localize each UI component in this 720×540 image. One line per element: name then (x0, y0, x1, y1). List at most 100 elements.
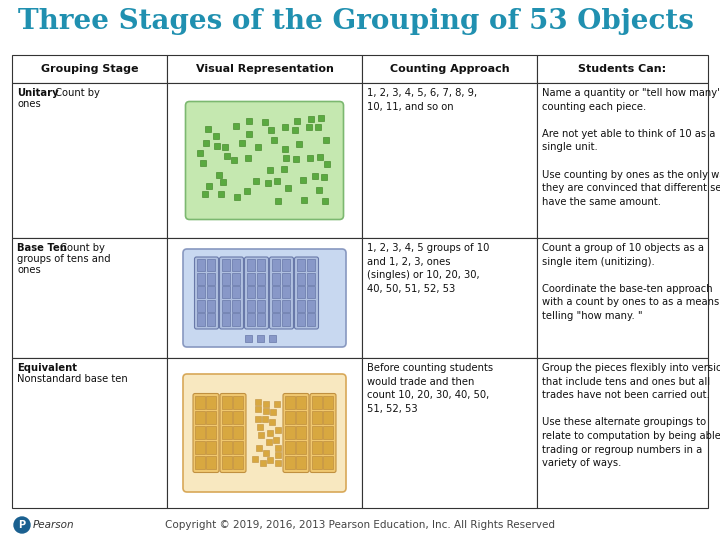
FancyBboxPatch shape (193, 394, 219, 472)
Text: Count by: Count by (52, 88, 100, 98)
Text: 1, 2, 3, 4, 5 groups of 10
and 1, 2, 3, ones
(singles) or 10, 20, 30,
40, 50, 51: 1, 2, 3, 4, 5 groups of 10 and 1, 2, 3, … (367, 243, 490, 294)
Bar (222, 426, 232, 439)
Bar (266, 439, 272, 445)
Text: Count by: Count by (57, 243, 105, 253)
Bar (281, 166, 287, 172)
Bar (232, 300, 240, 312)
Bar (282, 273, 290, 285)
Text: Base Ten: Base Ten (17, 243, 67, 253)
FancyBboxPatch shape (294, 257, 318, 329)
Bar (269, 335, 276, 342)
Text: Group the pieces flexibly into versions
that include tens and ones but all
trade: Group the pieces flexibly into versions … (542, 363, 720, 468)
Bar (307, 313, 315, 326)
Bar (537, 358, 708, 508)
Bar (271, 259, 280, 271)
Bar (297, 313, 305, 326)
Bar (258, 432, 264, 438)
Bar (271, 286, 280, 298)
FancyBboxPatch shape (220, 394, 246, 472)
Bar (282, 300, 290, 312)
Bar (195, 410, 204, 424)
Bar (215, 172, 222, 178)
Bar (275, 460, 282, 465)
Bar (296, 456, 305, 469)
Bar (195, 441, 204, 454)
Text: Pearson: Pearson (33, 520, 75, 530)
Bar (197, 300, 205, 312)
Bar (232, 313, 240, 326)
Bar (233, 123, 238, 130)
Bar (231, 158, 238, 164)
Bar (285, 426, 294, 439)
Bar (233, 456, 243, 469)
Bar (296, 395, 305, 409)
Bar (271, 273, 280, 285)
Bar (264, 450, 269, 456)
Bar (362, 238, 537, 358)
Bar (197, 313, 205, 326)
Bar (197, 150, 204, 156)
Text: Copyright © 2019, 2016, 2013 Pearson Education, Inc. All Rights Reserved: Copyright © 2019, 2016, 2013 Pearson Edu… (165, 520, 555, 530)
Bar (256, 313, 265, 326)
Bar (222, 410, 232, 424)
Bar (322, 198, 328, 204)
FancyBboxPatch shape (183, 249, 346, 347)
Bar (307, 273, 315, 285)
Bar (292, 127, 298, 133)
Text: Equivalent: Equivalent (17, 363, 77, 373)
Bar (256, 406, 261, 412)
Bar (285, 456, 294, 469)
Bar (307, 259, 315, 271)
Text: Before counting students
would trade and then
count 10, 20, 30, 40, 50,
51, 52, : Before counting students would trade and… (367, 363, 493, 414)
Bar (222, 441, 232, 454)
Bar (307, 300, 315, 312)
Bar (312, 441, 322, 454)
Bar (297, 286, 305, 298)
Bar (245, 156, 251, 161)
Bar (207, 286, 215, 298)
Bar (267, 457, 274, 463)
Bar (233, 395, 243, 409)
Bar (297, 141, 302, 147)
Bar (195, 426, 204, 439)
Bar (234, 194, 240, 200)
Bar (222, 286, 230, 298)
Bar (537, 83, 708, 238)
Text: Three Stages of the Grouping of 53 Objects: Three Stages of the Grouping of 53 Objec… (18, 8, 694, 35)
Bar (246, 286, 255, 298)
Bar (233, 426, 243, 439)
Bar (256, 445, 261, 451)
Bar (323, 426, 333, 439)
Bar (312, 456, 322, 469)
Bar (323, 137, 329, 143)
Bar (199, 160, 205, 166)
Bar (222, 313, 230, 326)
Bar (323, 441, 333, 454)
Bar (282, 259, 290, 271)
Bar (323, 456, 333, 469)
Bar (271, 137, 277, 143)
Bar (264, 401, 269, 407)
Bar (256, 273, 265, 285)
Bar (296, 426, 305, 439)
Bar (285, 395, 294, 409)
Bar (312, 426, 322, 439)
Bar (282, 286, 290, 298)
Bar (222, 273, 230, 285)
Text: Unitary: Unitary (17, 88, 58, 98)
Bar (362, 358, 537, 508)
Bar (271, 300, 280, 312)
Bar (207, 300, 215, 312)
Bar (253, 178, 259, 184)
FancyBboxPatch shape (194, 257, 218, 329)
Bar (256, 335, 264, 342)
Bar (274, 452, 281, 458)
Bar (323, 410, 333, 424)
Bar (207, 273, 215, 285)
Bar (296, 410, 305, 424)
Bar (297, 259, 305, 271)
Bar (317, 154, 323, 160)
Bar (246, 118, 252, 124)
Text: Count a group of 10 objects as a
single item (unitizing).

Coordinate the base-t: Count a group of 10 objects as a single … (542, 243, 720, 321)
Bar (537, 238, 708, 358)
